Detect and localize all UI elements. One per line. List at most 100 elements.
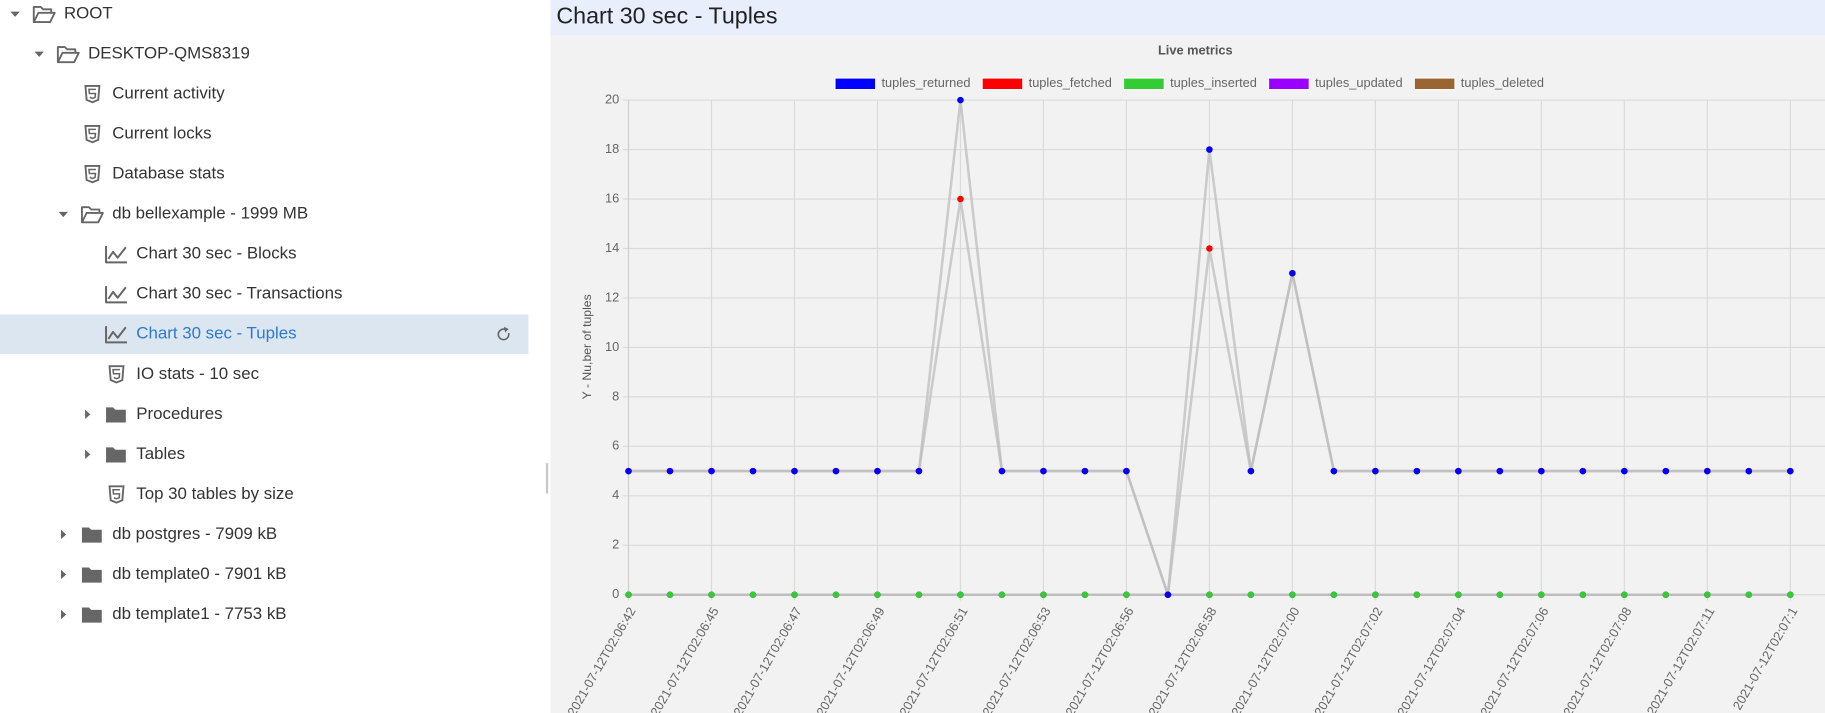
tree-row[interactable]: Tables [85,444,185,463]
caret-collapsed[interactable] [85,449,91,460]
legend-swatch [1413,77,1456,91]
data-point [1538,591,1545,599]
tree-label[interactable]: ROOT [64,3,113,22]
data-point [749,467,757,475]
caret-collapsed[interactable] [60,569,67,580]
legend-label: tuples_deleted [1461,75,1544,90]
tree-row[interactable]: Procedures [85,404,223,423]
caret-collapsed[interactable] [60,609,67,620]
tree-label[interactable]: Current activity [112,83,225,102]
tree-label[interactable]: IO stats - 10 sec [136,364,259,383]
data-point [791,467,798,475]
y-tick-label: 6 [612,438,619,453]
tree-label[interactable]: Database stats [112,164,224,183]
tree-row[interactable]: Current activity [84,83,225,104]
caret-expanded[interactable] [58,211,68,218]
tree-row[interactable]: db template1 - 7753 kB [60,604,287,623]
legend-swatch [834,77,877,91]
y-tick-label: 4 [612,487,619,502]
tree-label[interactable]: Chart 30 sec - Blocks [136,244,296,263]
y-tick-label: 20 [605,91,619,106]
tree-row[interactable]: db postgres - 7909 kB [60,524,277,543]
tree-label[interactable]: Chart 30 sec - Tuples [136,324,296,343]
data-point [1081,591,1089,599]
data-point [1745,591,1753,599]
data-point [1123,467,1130,475]
data-point [666,591,674,599]
data-point [1164,591,1172,599]
folder-icon [81,527,102,543]
tree-row[interactable]: Chart 30 sec - Tuples [0,314,529,355]
caret-expanded[interactable] [10,11,20,17]
caret-expanded[interactable] [34,51,44,57]
tree-label[interactable]: db template0 - 7901 kB [112,564,286,583]
data-point [1247,467,1255,475]
chart-icon [105,246,127,264]
tree-label[interactable]: Chart 30 sec - Transactions [136,284,342,303]
legend-item[interactable]: tuples_inserted [1122,75,1257,91]
splitter-handle[interactable] [545,463,549,494]
data-point [957,96,964,104]
html-icon-mark [112,368,121,380]
refresh-icon[interactable] [497,326,510,341]
legend: tuples_returned tuples_fetched tuples_inse… [834,75,1544,91]
tree-row[interactable]: DESKTOP-QMS8319 [34,43,250,64]
data-point [1206,146,1213,153]
y-tick-label: 10 [605,339,619,354]
tree-label[interactable]: db postgres - 7909 kB [112,524,277,543]
legend-item[interactable]: tuples_fetched [981,75,1112,91]
folder-icon [106,407,126,423]
caret-collapsed[interactable] [60,529,67,540]
tree-label[interactable]: Top 30 tables by size [136,484,293,503]
data-point [874,591,881,599]
data-point [1496,591,1504,599]
data-point [625,467,632,475]
folder-open-icon [56,46,80,64]
folder-open-icon [81,206,104,224]
tree-row[interactable]: Chart 30 sec - Blocks [105,244,297,264]
tree-row[interactable]: Current locks [84,124,212,144]
legend-label: tuples_inserted [1170,75,1257,90]
tree-row[interactable]: db template0 - 7901 kB [60,564,287,583]
legend-item[interactable]: tuples_returned [834,75,971,91]
folder-icon [81,607,102,623]
tree-label[interactable]: Tables [136,444,185,463]
data-point [915,467,923,475]
data-point [1040,591,1047,599]
sidebar [0,0,545,713]
legend-item[interactable]: tuples_deleted [1413,75,1544,91]
legend-item[interactable]: tuples_updated [1267,75,1403,91]
data-point [998,467,1006,475]
data-point [957,591,964,599]
tree-label[interactable]: db template1 - 7753 kB [112,604,286,623]
data-point [1538,467,1545,475]
data-point [1413,467,1421,475]
legend-label: tuples_returned [882,75,971,90]
tree-label[interactable]: db bellexample - 1999 MB [112,204,308,223]
data-point [1662,591,1670,599]
data-point [1247,591,1255,599]
data-point [874,467,881,475]
html-icon [108,365,125,384]
tree-row[interactable]: Top 30 tables by size [108,484,294,504]
tree-label[interactable]: Procedures [136,404,222,423]
tree-row[interactable]: IO stats - 10 sec [108,364,260,384]
data-point [832,467,840,475]
chart-icon [105,326,127,344]
tree-label[interactable]: Current locks [112,124,211,143]
data-point [749,591,757,599]
y-tick-label: 18 [605,141,619,156]
caret-collapsed[interactable] [85,409,91,420]
data-point [1579,467,1587,475]
data-point [1289,269,1296,277]
data-point [998,591,1006,599]
tree-row[interactable]: db bellexample - 1999 MB [58,204,308,224]
data-point [708,467,715,475]
tree-row[interactable]: Chart 30 sec - Transactions [105,284,342,304]
tree-row[interactable]: ROOT [10,3,113,24]
tree-row[interactable]: Database stats [84,164,225,184]
tree-label[interactable]: DESKTOP-QMS8319 [88,43,250,62]
tree: ROOT DESKTOP-QMS8319 Current activity Curre… [0,3,529,623]
data-point [1330,591,1338,599]
y-tick-label: 12 [605,289,619,304]
